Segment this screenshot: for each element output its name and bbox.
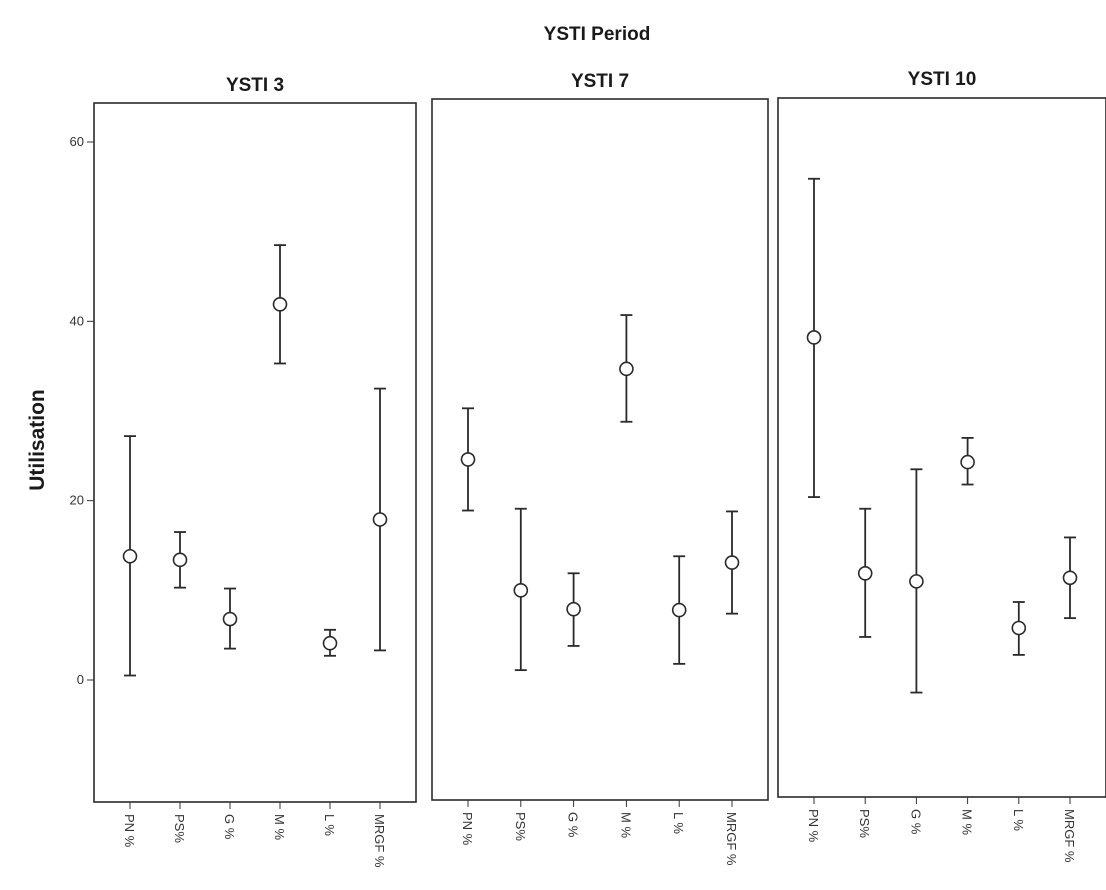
x-tick-label: G % xyxy=(908,809,923,835)
y-tick-label: 40 xyxy=(70,313,84,328)
x-tick-label: PN % xyxy=(460,812,475,846)
y-tick-label: 60 xyxy=(70,134,84,149)
mean-marker xyxy=(671,602,687,618)
y-tick-label: 0 xyxy=(77,672,84,687)
chart-title: YSTI Period xyxy=(544,24,651,45)
error-bar xyxy=(619,314,634,423)
error-bar xyxy=(460,407,476,512)
mean-marker xyxy=(372,512,388,527)
x-tick-label: PS% xyxy=(172,814,187,843)
mean-marker xyxy=(513,583,529,598)
mean-marker xyxy=(122,548,138,564)
panel-title: YSTI 10 xyxy=(908,69,977,90)
mean-marker xyxy=(857,565,873,581)
mean-marker xyxy=(1011,620,1027,636)
x-tick-label: PN % xyxy=(806,809,821,843)
mean-marker xyxy=(619,361,634,377)
mean-marker xyxy=(806,330,822,345)
mean-marker xyxy=(172,552,188,568)
mean-marker xyxy=(272,296,288,312)
mean-marker xyxy=(222,611,238,627)
mean-marker xyxy=(322,635,338,651)
x-tick-label: MRGF % xyxy=(1062,809,1077,863)
x-tick-label: M % xyxy=(618,812,633,838)
error-bar xyxy=(372,387,388,652)
error-bar xyxy=(1062,536,1078,620)
x-tick-label: PS% xyxy=(857,809,872,838)
error-bar xyxy=(566,572,581,647)
x-tick-label: PS% xyxy=(513,812,528,841)
x-tick-label: G % xyxy=(222,814,237,840)
mean-marker xyxy=(960,454,975,470)
error-bar xyxy=(724,510,740,615)
error-bar xyxy=(122,435,138,677)
x-tick-label: L % xyxy=(671,812,686,834)
panel-frame xyxy=(431,98,769,801)
x-tick-label: M % xyxy=(272,814,287,840)
x-tick-label: M % xyxy=(960,809,975,835)
error-bar xyxy=(322,628,338,657)
error-bar xyxy=(1011,601,1027,656)
y-tick-label: 20 xyxy=(70,493,84,508)
mean-marker xyxy=(1062,570,1078,586)
error-bar xyxy=(172,531,188,589)
error-bar xyxy=(513,507,529,672)
mean-marker xyxy=(909,574,924,589)
error-bar xyxy=(909,468,924,694)
y-axis-label: Utilisation xyxy=(26,389,49,491)
panel-frame xyxy=(777,97,1106,798)
error-bar xyxy=(806,177,822,498)
mean-marker xyxy=(566,601,581,617)
x-tick-label: L % xyxy=(322,814,337,836)
panel-title: YSTI 3 xyxy=(226,75,284,96)
panel-frame xyxy=(93,102,417,803)
panel-1: YSTI 3 0 20 40 60 PN % PS% G % M % L % MRGF % xyxy=(70,75,417,868)
x-tick-label: PN % xyxy=(122,814,137,848)
x-tick-label: MRGF % xyxy=(372,814,387,868)
panel-title: YSTI 7 xyxy=(571,71,629,92)
x-tick-label: L % xyxy=(1011,809,1026,831)
panel-2: YSTI 7 PN % PS% G % M % L % MRGF % xyxy=(431,71,769,866)
mean-marker xyxy=(460,452,476,467)
mean-marker xyxy=(724,555,740,570)
panel-3: YSTI 10 PN % PS% G % M % L % MRGF % xyxy=(777,69,1106,863)
error-bar xyxy=(272,244,288,365)
error-bar xyxy=(857,507,873,638)
x-tick-label: G % xyxy=(566,812,581,838)
error-bar xyxy=(960,436,975,486)
error-bar xyxy=(671,555,687,665)
error-bar xyxy=(222,587,238,650)
x-tick-label: MRGF % xyxy=(724,812,739,866)
